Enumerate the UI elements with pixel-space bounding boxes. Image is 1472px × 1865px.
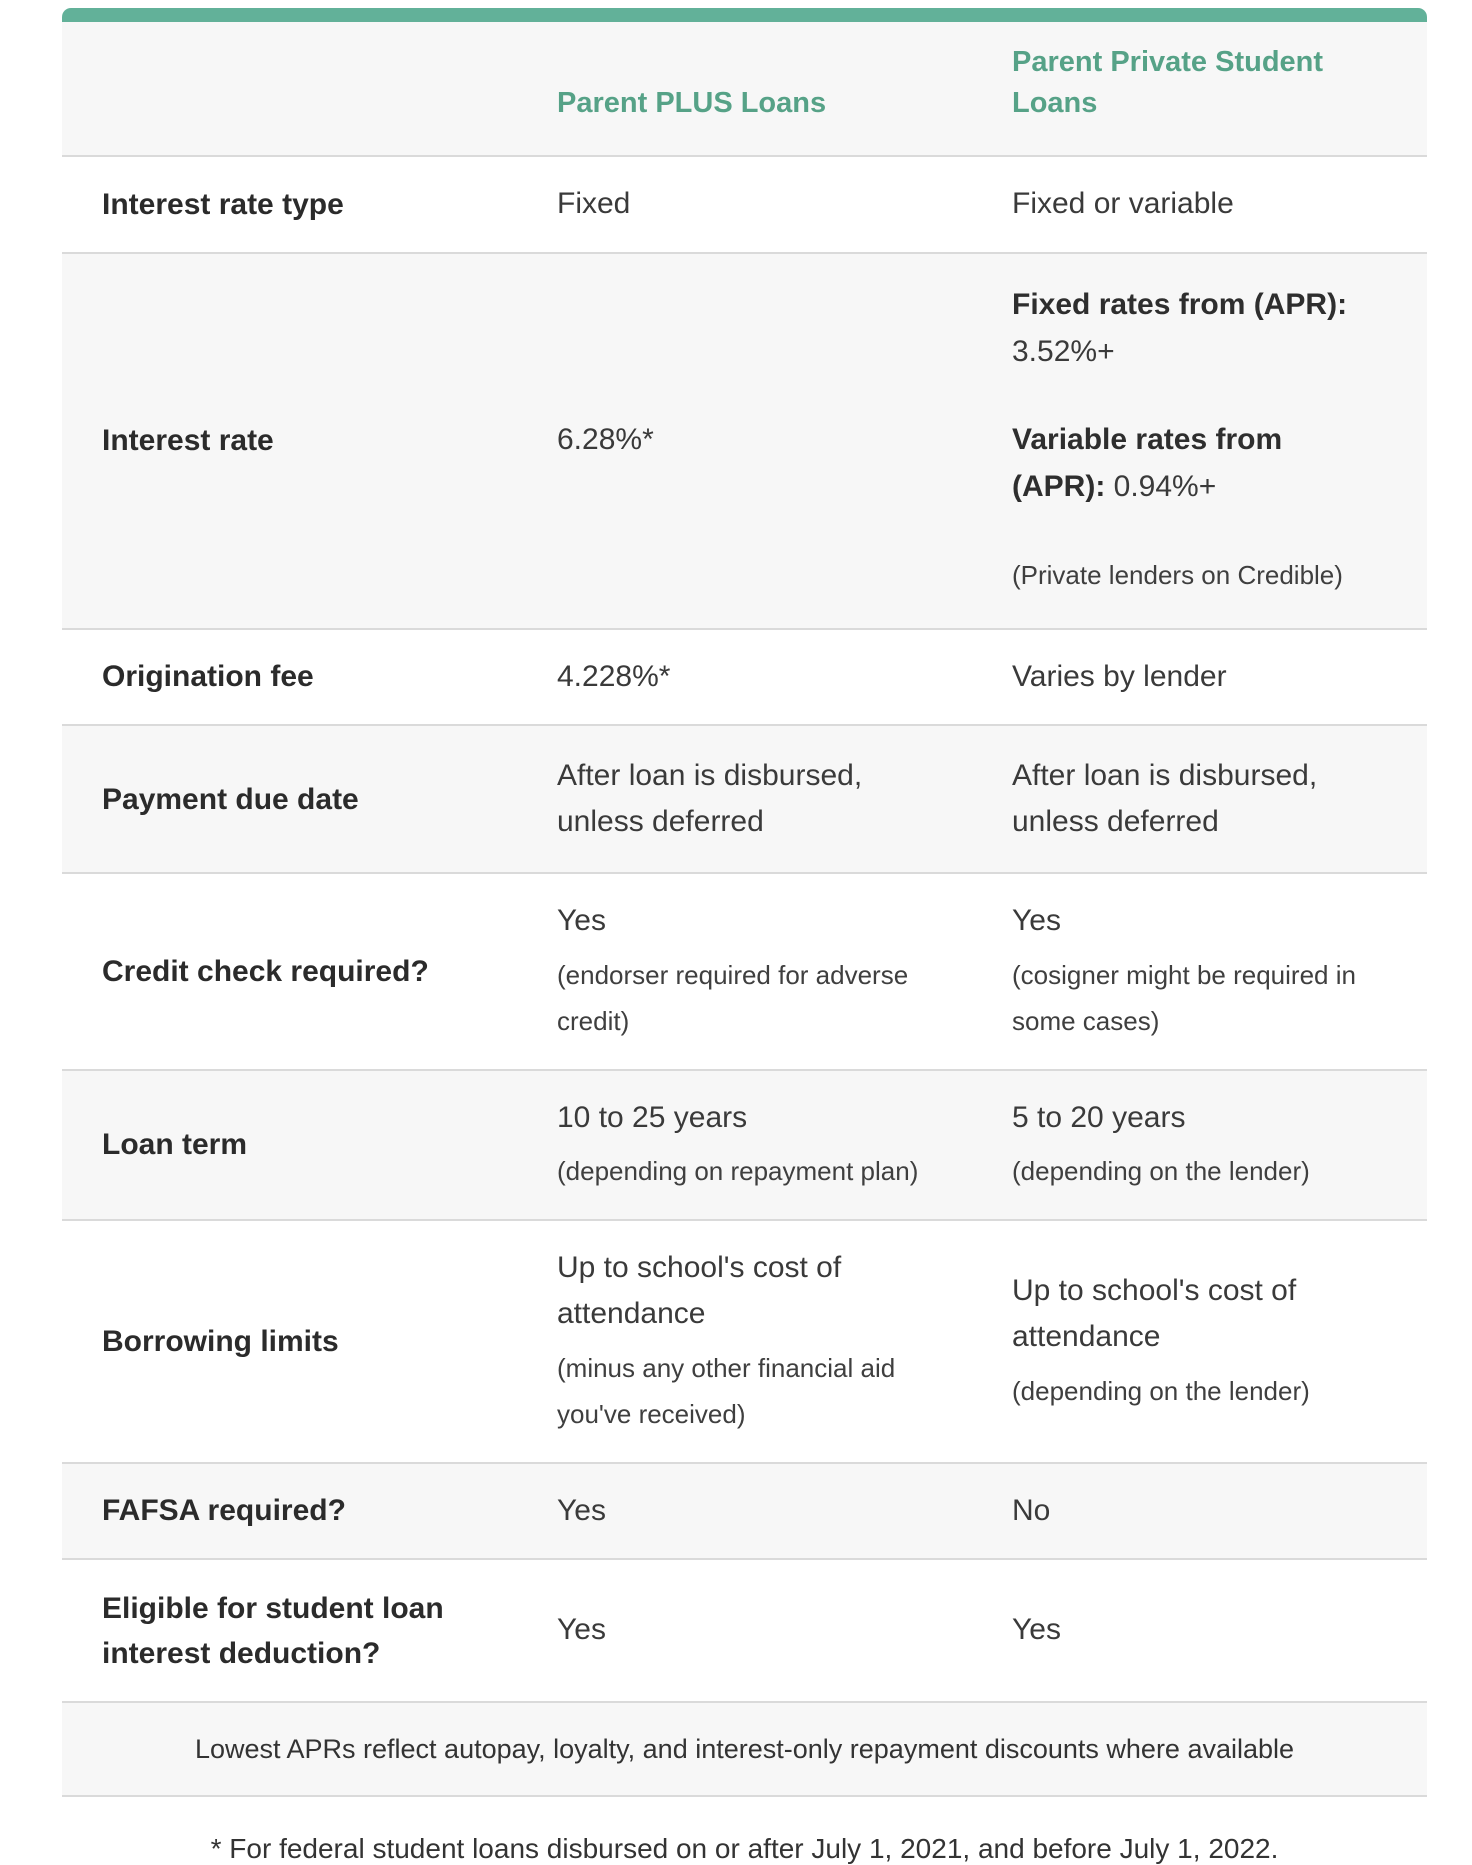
- cell-parent-private: Varies by lender: [1012, 659, 1227, 693]
- row-label: Origination fee: [102, 660, 314, 694]
- cell-parent-private: Fixed rates from (APR): 3.52%+ Variable r…: [1012, 288, 1348, 591]
- cell-parent-plus: Yes (endorser required for adverse credit…: [557, 904, 909, 1037]
- row-label: Interest rate type: [102, 187, 344, 221]
- table-footer-row: Lowest APRs reflect autopay, loyalty, an…: [62, 1701, 1427, 1798]
- row-label: Loan term: [102, 1128, 248, 1162]
- table-row: Borrowing limits Up to school's cost of a…: [62, 1218, 1427, 1462]
- table-row: FAFSA required? Yes No: [62, 1461, 1427, 1559]
- comparison-table: Parent PLUS Loans Parent Private Student…: [62, 8, 1427, 1798]
- cell-parent-private: After loan is disbursed, unless deferred: [1012, 758, 1318, 839]
- row-label: Eligible for student loan interest deduc…: [102, 1591, 444, 1670]
- row-label: Borrowing limits: [102, 1324, 339, 1358]
- table-accent-bar: [62, 8, 1427, 22]
- header-row: Parent PLUS Loans Parent Private Student…: [62, 22, 1427, 156]
- footnote: * For federal student loans disbursed on…: [210, 1833, 1279, 1865]
- table-row: Credit check required? Yes (endorser requi…: [62, 872, 1427, 1069]
- row-label: Payment due date: [102, 782, 359, 816]
- cell-parent-private: Yes (cosigner might be required in some c…: [1012, 904, 1356, 1037]
- row-label: FAFSA required?: [102, 1494, 346, 1528]
- cell-parent-private: No: [1012, 1493, 1051, 1527]
- cell-parent-plus: Fixed: [557, 187, 631, 221]
- cell-parent-plus: Yes: [557, 1493, 606, 1527]
- cell-parent-plus: After loan is disbursed, unless deferred: [557, 758, 863, 839]
- table-footer-note: Lowest APRs reflect autopay, loyalty, an…: [194, 1733, 1295, 1764]
- column-header-blank: [62, 107, 517, 155]
- row-label: Credit check required?: [102, 954, 429, 988]
- row-label: Interest rate: [102, 424, 274, 458]
- table-row: Payment due date After loan is disbursed,…: [62, 724, 1427, 873]
- table-row: Interest rate 6.28%* Fixed rates from (APR…: [62, 251, 1427, 628]
- cell-parent-plus: 6.28%*: [557, 423, 654, 457]
- cell-parent-private: 5 to 20 years (depending on the lender): [1012, 1100, 1310, 1187]
- cell-parent-plus: Up to school's cost of attendance (minus …: [557, 1250, 896, 1430]
- cell-parent-plus: 4.228%*: [557, 659, 671, 693]
- column-header-parent-plus-loans: Parent PLUS Loans: [557, 86, 827, 119]
- cell-parent-private: Fixed or variable: [1012, 187, 1234, 221]
- cell-parent-private: Yes: [1012, 1613, 1061, 1647]
- table-row: Eligible for student loan interest deduc…: [62, 1558, 1427, 1701]
- cell-parent-private: Up to school's cost of attendance (depend…: [1012, 1273, 1310, 1406]
- column-header-parent-private-student-loans: Parent Private Student Loans: [1012, 46, 1324, 119]
- cell-parent-plus: 10 to 25 years (depending on repayment pl…: [557, 1100, 919, 1187]
- table-row: Origination fee 4.228%* Varies by lender: [62, 627, 1427, 725]
- cell-parent-plus: Yes: [557, 1613, 606, 1647]
- table-row: Interest rate type Fixed Fixed or variable: [62, 155, 1427, 252]
- table-body: Interest rate type Fixed Fixed or variable…: [62, 155, 1427, 1701]
- table-row: Loan term 10 to 25 years (depending on rep…: [62, 1068, 1427, 1219]
